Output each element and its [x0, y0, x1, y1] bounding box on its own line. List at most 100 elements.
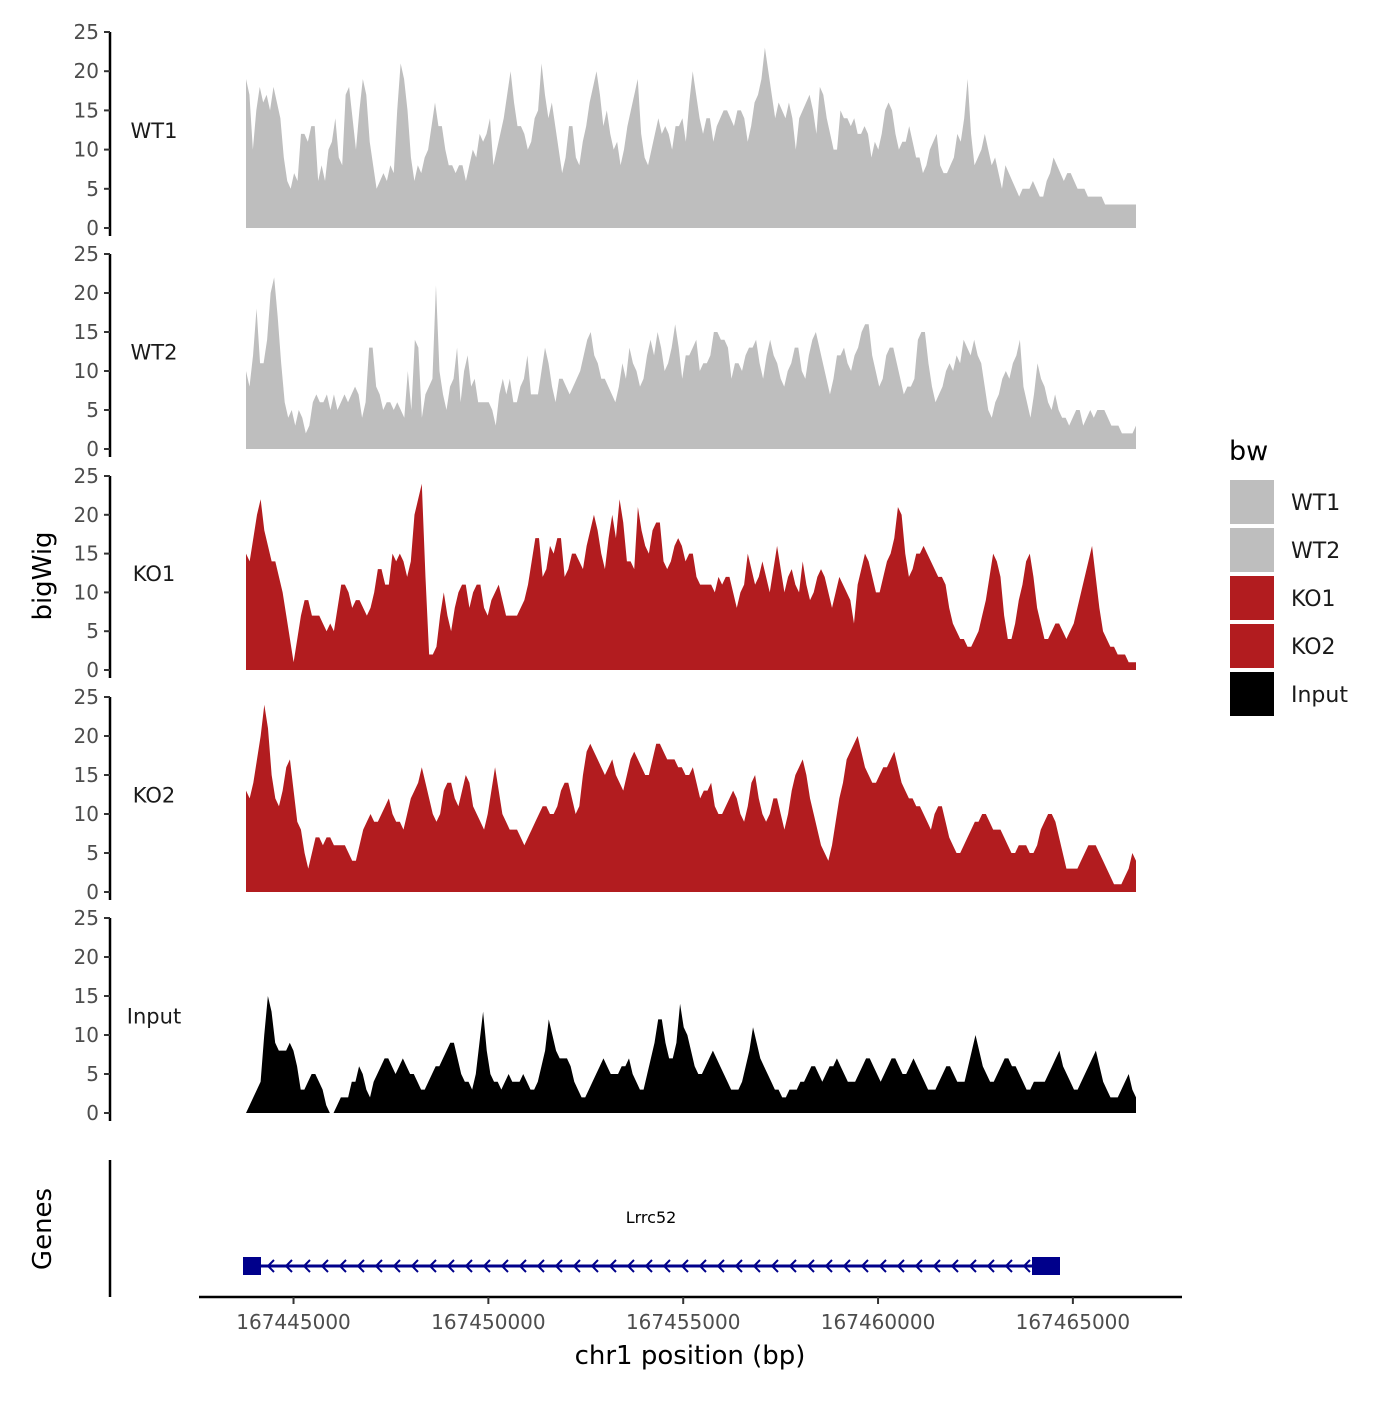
legend-swatch-ko1	[1230, 576, 1274, 620]
y-tick-label: 25	[74, 685, 99, 709]
strand-arrow	[410, 1259, 419, 1273]
legend-title: bw	[1229, 436, 1268, 467]
y-tick-label: 20	[74, 945, 99, 969]
x-tick-label: 167465000	[1016, 1310, 1131, 1334]
x-axis-title: chr1 position (bp)	[575, 1341, 806, 1371]
y-tick-label: 20	[74, 281, 99, 305]
y-tick-label: 15	[74, 763, 99, 787]
strand-arrow	[878, 1259, 887, 1273]
y-tick-label: 0	[86, 658, 99, 682]
track-label-wt1: WT1	[131, 119, 178, 143]
strand-arrow	[806, 1259, 815, 1273]
strand-arrow	[320, 1259, 329, 1273]
x-tick-label: 167455000	[626, 1310, 741, 1334]
y-tick-label: 5	[86, 841, 99, 865]
legend: bw WT1 WT2 KO1 KO2 Input	[1229, 436, 1348, 716]
strand-arrow	[842, 1259, 851, 1273]
y-tick-label: 15	[74, 542, 99, 566]
exon-block	[1032, 1257, 1060, 1275]
y-tick-label: 25	[74, 906, 99, 930]
x-tick-label: 167450000	[431, 1310, 546, 1334]
track-label-ko2: KO2	[133, 784, 176, 808]
strand-arrow	[356, 1259, 365, 1273]
track-label-ko1: KO1	[133, 562, 176, 586]
strand-arrow	[752, 1259, 761, 1273]
y-tick-label: 25	[74, 464, 99, 488]
y-tick-label: 25	[74, 242, 99, 266]
strand-arrow	[464, 1259, 473, 1273]
strand-arrow	[914, 1259, 923, 1273]
legend-swatch-ko2	[1230, 624, 1274, 668]
gene-axis-title: Genes	[28, 1188, 58, 1270]
strand-arrow	[518, 1259, 527, 1273]
y-tick-label: 10	[74, 580, 99, 604]
strand-arrow	[536, 1259, 545, 1273]
y-tick-label: 0	[86, 1101, 99, 1125]
strand-arrow	[644, 1259, 653, 1273]
strand-arrow	[698, 1259, 707, 1273]
legend-label-wt1: WT1	[1291, 491, 1340, 516]
strand-arrow	[932, 1259, 941, 1273]
y-tick-label: 15	[74, 984, 99, 1008]
strand-arrow	[896, 1259, 905, 1273]
track-ko2: 0 5 10 15 20 25 KO2	[74, 685, 1136, 904]
legend-label-wt2: WT2	[1291, 539, 1340, 564]
x-axis: 167445000 167450000 167455000 167460000 1674…	[199, 1295, 1182, 1334]
gene-panel: Lrrc52	[108, 1160, 1060, 1297]
strand-arrow	[968, 1259, 977, 1273]
strand-arrow	[1004, 1259, 1013, 1273]
exon-block	[243, 1257, 261, 1275]
y-axis-title: bigWig	[28, 531, 58, 620]
y-tick-label: 20	[74, 724, 99, 748]
strand-arrow	[446, 1259, 455, 1273]
strand-arrow	[716, 1259, 725, 1273]
coverage-area-ko2	[246, 704, 1136, 892]
strand-arrow	[950, 1259, 959, 1273]
y-tick-label: 5	[86, 398, 99, 422]
x-tick-label: 167445000	[236, 1310, 351, 1334]
track-wt1: 0 5 10 15 20 25 WT1	[74, 20, 1136, 240]
strand-arrow	[626, 1259, 635, 1273]
coverage-area-input	[246, 996, 1136, 1113]
strand-arrow	[302, 1259, 311, 1273]
strand-arrow	[860, 1259, 869, 1273]
strand-arrow	[572, 1259, 581, 1273]
strand-arrow	[428, 1259, 437, 1273]
strand-arrow	[770, 1259, 779, 1273]
legend-label-input: Input	[1291, 683, 1348, 708]
y-tick-label: 0	[86, 880, 99, 904]
y-tick-label: 10	[74, 359, 99, 383]
y-tick-label: 10	[74, 138, 99, 162]
coverage-area-ko1	[246, 483, 1136, 670]
strand-arrow	[680, 1259, 689, 1273]
coverage-tracks: 0510152025WT10510152025WT20510152025KO10…	[74, 20, 1136, 1125]
strand-arrow	[824, 1259, 833, 1273]
strand-arrow	[788, 1259, 797, 1273]
strand-arrow	[500, 1259, 509, 1273]
gene-label: Lrrc52	[626, 1208, 677, 1227]
coverage-area-wt2	[246, 277, 1136, 449]
track-label-wt2: WT2	[131, 341, 178, 365]
y-tick-label: 20	[74, 503, 99, 527]
legend-swatch-input	[1230, 672, 1274, 716]
strand-arrow	[338, 1259, 347, 1273]
y-tick-label: 10	[74, 802, 99, 826]
strand-arrow	[266, 1259, 275, 1273]
track-input: 0 5 10 15 20 25 Input	[74, 906, 1136, 1125]
y-tick-label: 10	[74, 1023, 99, 1047]
strand-arrow	[374, 1259, 383, 1273]
legend-swatch-wt2	[1230, 528, 1274, 572]
strand-arrow	[590, 1259, 599, 1273]
strand-arrow	[662, 1259, 671, 1273]
strand-arrow	[1022, 1259, 1031, 1273]
legend-swatch-wt1	[1230, 480, 1274, 524]
track-ko1: 0 5 10 15 20 25 KO1	[74, 464, 1136, 682]
y-tick-label: 0	[86, 437, 99, 461]
y-tick-label: 15	[74, 98, 99, 122]
strand-arrow	[392, 1259, 401, 1273]
y-tick-label: 15	[74, 320, 99, 344]
coverage-area-wt1	[246, 47, 1136, 229]
y-tick-label: 20	[74, 59, 99, 83]
